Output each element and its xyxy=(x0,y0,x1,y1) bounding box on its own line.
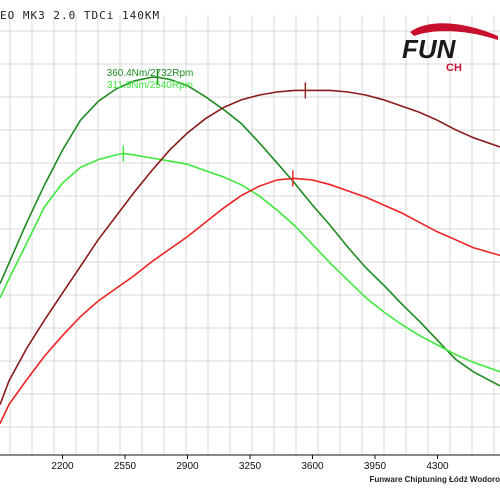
funware-chiptuning-logo: FUN CH xyxy=(402,23,498,74)
x-tick-label: 2200 xyxy=(51,461,74,472)
x-tick-label: 3250 xyxy=(239,461,262,472)
series-line-1 xyxy=(0,76,500,387)
x-tick-label: 2550 xyxy=(114,461,137,472)
footer-credit: Funware Chiptuning Łódź Wodoro xyxy=(369,475,500,484)
logo-text-bottom: CH xyxy=(446,62,462,74)
x-tick-label: 4300 xyxy=(426,461,449,472)
logo-text-top: FUN xyxy=(402,34,457,64)
peak-label-2: 311.9Nm/2540Rpm xyxy=(107,80,193,91)
series-line-3 xyxy=(0,89,500,405)
x-tick-label: 3950 xyxy=(364,461,387,472)
x-tick-label: 3600 xyxy=(301,461,324,472)
chart-title: EO MK3 2.0 TDCi 140KM xyxy=(0,9,161,22)
series-line-4 xyxy=(0,177,500,424)
series-layer xyxy=(0,76,500,424)
peak-label-1: 360.4Nm/2732Rpm xyxy=(107,68,194,79)
x-tick-label: 2900 xyxy=(176,461,199,472)
logo-swoosh-icon xyxy=(410,23,498,40)
peak-markers xyxy=(122,69,307,187)
series-line-2 xyxy=(0,152,500,373)
x-axis-ticks: 2200 2550 2900 3250 3600 3950 4300 xyxy=(0,454,500,472)
grid xyxy=(0,15,500,455)
